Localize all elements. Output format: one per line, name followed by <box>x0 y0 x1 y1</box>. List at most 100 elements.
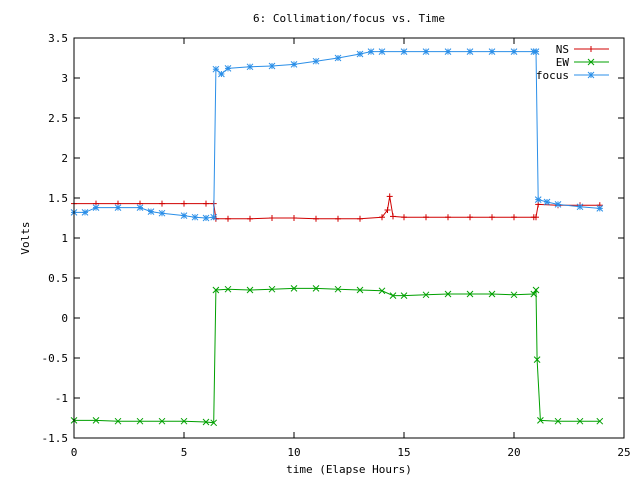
data-point-ew <box>537 417 544 424</box>
y-tick-label: -1.5 <box>42 432 69 445</box>
data-point-ew <box>444 290 452 298</box>
data-point-focus <box>367 48 375 55</box>
data-point-focus <box>212 65 220 73</box>
data-point-focus <box>210 213 218 221</box>
data-point-ew <box>596 417 604 425</box>
y-tick-label: 2 <box>61 152 68 165</box>
x-tick-label: 5 <box>181 446 188 459</box>
data-point-ew <box>576 417 584 425</box>
legend-marker <box>587 71 595 79</box>
data-point-ew <box>533 356 541 363</box>
y-tick-label: 3 <box>61 72 68 85</box>
y-tick-label: -0.5 <box>42 352 69 365</box>
data-point-ns <box>511 214 517 221</box>
data-point-focus <box>81 209 89 216</box>
data-point-ns <box>384 207 391 213</box>
legend-label: NS <box>556 43 569 56</box>
data-point-focus <box>488 48 496 55</box>
legend-marker <box>587 58 595 66</box>
data-point-focus <box>444 48 452 55</box>
data-point-ew <box>378 287 386 295</box>
data-point-focus <box>147 208 155 215</box>
data-point-ew <box>422 291 430 299</box>
data-point-ns <box>467 214 473 221</box>
data-point-focus <box>466 48 474 55</box>
data-point-focus <box>180 212 188 219</box>
y-tick-label: 0.5 <box>48 272 68 285</box>
data-point-ew <box>488 290 496 298</box>
legend-item-ns: NS <box>556 43 609 56</box>
data-point-focus <box>422 48 430 55</box>
data-point-focus <box>400 48 408 55</box>
y-tick-label: 1 <box>61 232 68 245</box>
data-point-focus <box>532 48 540 55</box>
data-point-ew <box>554 417 562 425</box>
data-point-ns <box>181 200 187 207</box>
data-point-focus <box>246 63 254 71</box>
x-axis-label: time (Elapse Hours) <box>286 463 412 476</box>
data-point-focus <box>312 57 320 65</box>
y-tick-label: 0 <box>61 312 68 325</box>
data-point-ns <box>445 214 451 221</box>
y-tick-label: 3.5 <box>48 32 68 45</box>
y-tick-label: -1 <box>55 392 68 405</box>
legend-item-ew: EW <box>556 56 609 69</box>
data-point-ew <box>400 292 408 299</box>
data-point-focus <box>554 201 562 208</box>
data-point-ns <box>203 200 209 207</box>
legend-item-focus: focus <box>536 69 609 82</box>
x-tick-label: 20 <box>507 446 520 459</box>
legend-label: focus <box>536 69 569 82</box>
data-point-focus <box>268 62 276 70</box>
data-point-focus <box>334 54 342 62</box>
series-line-ew <box>74 287 600 424</box>
data-point-focus <box>576 203 584 211</box>
x-tick-label: 10 <box>287 446 300 459</box>
data-point-focus <box>224 65 232 72</box>
data-point-ns <box>390 213 396 220</box>
legend-marker <box>588 46 594 52</box>
plot-area-border <box>73 37 625 439</box>
legend-label: EW <box>556 56 570 69</box>
series-focus <box>70 48 604 222</box>
data-point-focus <box>136 204 144 211</box>
data-point-ns <box>423 214 429 221</box>
data-point-focus <box>114 204 122 211</box>
data-point-ew <box>136 417 144 425</box>
data-point-focus <box>158 209 166 217</box>
data-point-ew <box>312 285 320 292</box>
y-tick-label: 2.5 <box>48 112 68 125</box>
data-point-ns <box>401 214 407 221</box>
series-line-ns <box>74 196 600 220</box>
data-point-focus <box>202 214 210 222</box>
x-tick-label: 15 <box>397 446 410 459</box>
series-line-focus <box>74 51 600 219</box>
data-point-ew <box>210 419 218 427</box>
data-point-ew <box>268 285 276 293</box>
data-point-ew <box>532 286 540 294</box>
data-point-ew <box>356 286 364 294</box>
data-point-focus <box>356 50 364 58</box>
data-point-ew <box>212 286 220 294</box>
y-axis-label: Volts <box>19 221 32 254</box>
data-point-ew <box>202 418 210 426</box>
y-tick-label: 1.5 <box>48 192 68 205</box>
chart-title: 6: Collimation/focus vs. Time <box>253 12 445 25</box>
data-point-ew <box>334 285 342 293</box>
data-point-ns <box>386 193 393 200</box>
data-point-focus <box>596 205 604 212</box>
data-point-focus <box>543 198 551 206</box>
data-point-ew <box>180 417 188 425</box>
data-point-ew <box>389 292 397 299</box>
data-point-focus <box>218 70 225 78</box>
data-point-focus <box>92 204 100 211</box>
data-point-ns <box>489 214 495 221</box>
data-point-ew <box>510 291 518 299</box>
data-point-ew <box>530 290 538 298</box>
data-point-ns <box>379 214 385 221</box>
series-ns <box>71 193 603 222</box>
x-tick-label: 25 <box>617 446 630 459</box>
data-point-ns <box>291 215 297 221</box>
data-point-ew <box>290 285 298 292</box>
